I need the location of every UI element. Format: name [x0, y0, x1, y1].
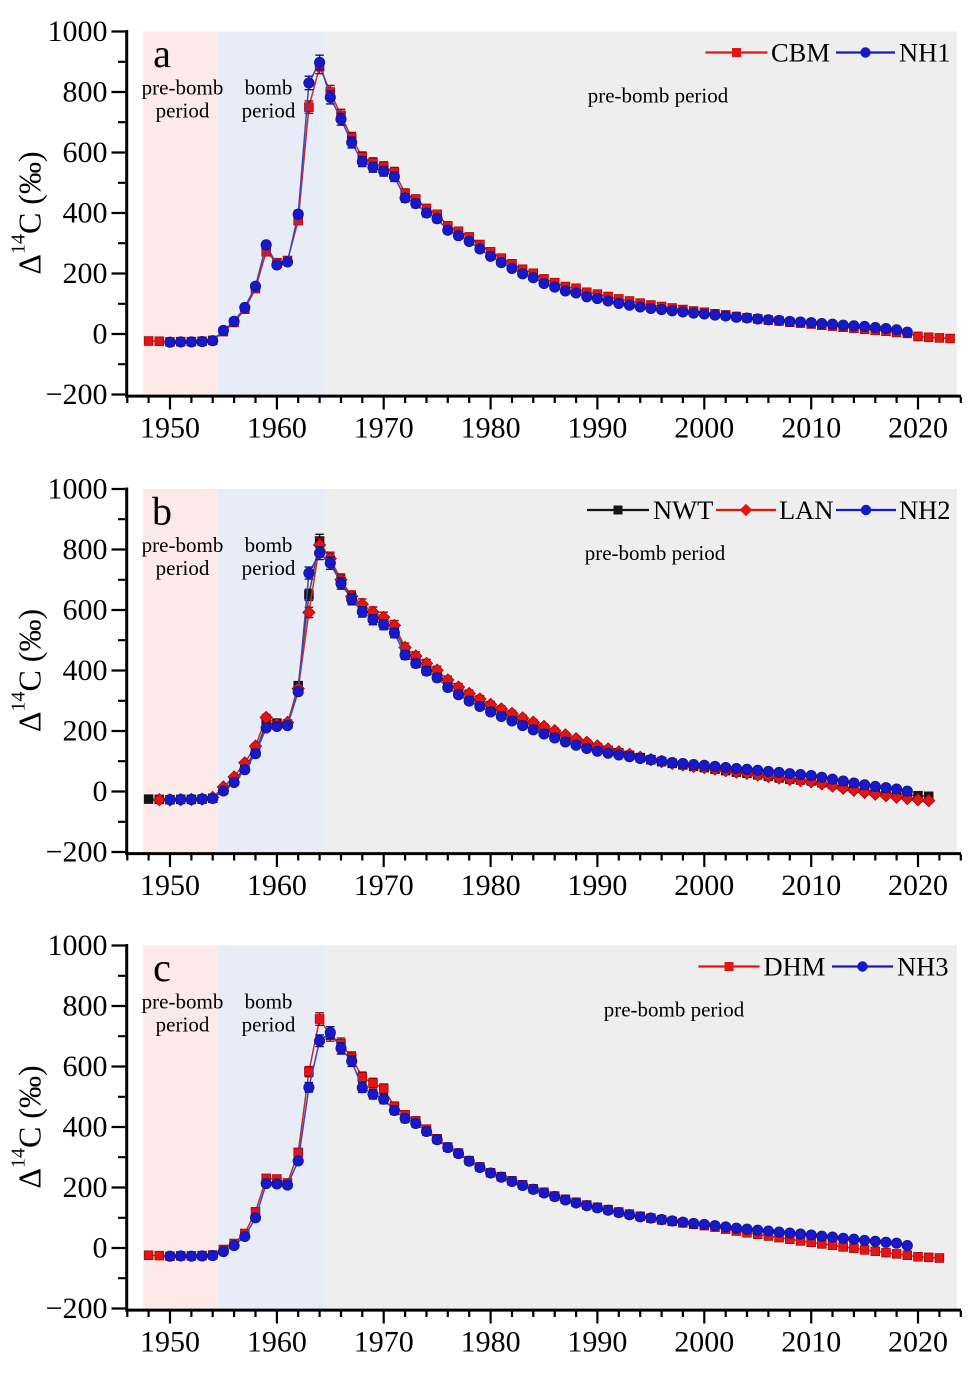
svg-text:600: 600 [63, 1050, 108, 1083]
svg-text:bomb: bomb [245, 76, 293, 100]
svg-text:1980: 1980 [461, 869, 521, 902]
svg-text:1990: 1990 [567, 869, 627, 902]
svg-text:1970: 1970 [354, 1326, 414, 1359]
svg-text:period: period [242, 1013, 296, 1037]
svg-text:pre-bomb period: pre-bomb period [585, 541, 726, 565]
svg-text:NH2: NH2 [899, 495, 951, 525]
svg-text:pre-bomb: pre-bomb [142, 533, 224, 557]
svg-text:2000: 2000 [674, 869, 734, 902]
svg-text:bomb: bomb [245, 533, 293, 557]
svg-text:DHM: DHM [764, 952, 826, 982]
svg-text:1990: 1990 [567, 412, 627, 445]
svg-text:1990: 1990 [567, 1326, 627, 1359]
svg-text:−200: −200 [46, 378, 108, 411]
svg-text:800: 800 [63, 990, 108, 1023]
svg-text:800: 800 [63, 533, 108, 566]
svg-text:Δ14C (‰): Δ14C (‰) [8, 151, 48, 274]
svg-text:Δ14C (‰): Δ14C (‰) [8, 609, 48, 732]
svg-text:2000: 2000 [674, 412, 734, 445]
svg-text:a: a [153, 31, 171, 76]
svg-text:1000: 1000 [48, 473, 108, 506]
svg-text:pre-bomb: pre-bomb [142, 990, 224, 1014]
svg-text:b: b [152, 489, 172, 534]
svg-text:Δ14C (‰): Δ14C (‰) [8, 1065, 48, 1188]
svg-text:CBM: CBM [771, 38, 830, 68]
svg-text:0: 0 [93, 318, 108, 351]
svg-text:600: 600 [63, 136, 108, 169]
svg-text:0: 0 [93, 775, 108, 808]
svg-text:400: 400 [63, 197, 108, 230]
svg-text:2010: 2010 [781, 412, 841, 445]
svg-text:1000: 1000 [48, 929, 108, 962]
svg-text:1960: 1960 [247, 412, 307, 445]
svg-text:800: 800 [63, 76, 108, 109]
svg-text:−200: −200 [46, 1292, 108, 1325]
svg-text:1950: 1950 [140, 869, 200, 902]
svg-text:period: period [156, 556, 210, 580]
svg-text:600: 600 [63, 594, 108, 627]
svg-text:NH1: NH1 [899, 38, 951, 68]
svg-text:400: 400 [63, 654, 108, 687]
svg-text:pre-bomb: pre-bomb [142, 76, 224, 100]
svg-text:−200: −200 [46, 836, 108, 869]
svg-text:pre-bomb period: pre-bomb period [604, 998, 745, 1022]
svg-text:2010: 2010 [781, 869, 841, 902]
svg-text:1950: 1950 [140, 412, 200, 445]
svg-text:2020: 2020 [888, 412, 948, 445]
svg-text:1950: 1950 [140, 1326, 200, 1359]
svg-text:200: 200 [63, 257, 108, 290]
svg-text:1970: 1970 [354, 412, 414, 445]
svg-text:200: 200 [63, 715, 108, 748]
svg-text:1970: 1970 [354, 869, 414, 902]
svg-text:2010: 2010 [781, 1326, 841, 1359]
svg-text:period: period [242, 99, 296, 123]
svg-text:LAN: LAN [779, 495, 833, 525]
svg-text:2000: 2000 [674, 1326, 734, 1359]
svg-text:NWT: NWT [653, 495, 713, 525]
svg-text:400: 400 [63, 1111, 108, 1144]
svg-text:pre-bomb period: pre-bomb period [588, 84, 729, 108]
svg-text:1980: 1980 [461, 1326, 521, 1359]
svg-text:period: period [156, 1013, 210, 1037]
svg-text:200: 200 [63, 1171, 108, 1204]
svg-text:c: c [153, 945, 171, 990]
svg-text:1960: 1960 [247, 1326, 307, 1359]
svg-text:period: period [242, 556, 296, 580]
svg-text:bomb: bomb [245, 990, 293, 1014]
svg-text:1960: 1960 [247, 869, 307, 902]
svg-text:0: 0 [93, 1232, 108, 1265]
svg-text:period: period [156, 99, 210, 123]
svg-text:2020: 2020 [888, 869, 948, 902]
svg-text:1000: 1000 [48, 15, 108, 48]
svg-text:NH3: NH3 [897, 952, 949, 982]
svg-text:1980: 1980 [461, 412, 521, 445]
svg-text:2020: 2020 [888, 1326, 948, 1359]
